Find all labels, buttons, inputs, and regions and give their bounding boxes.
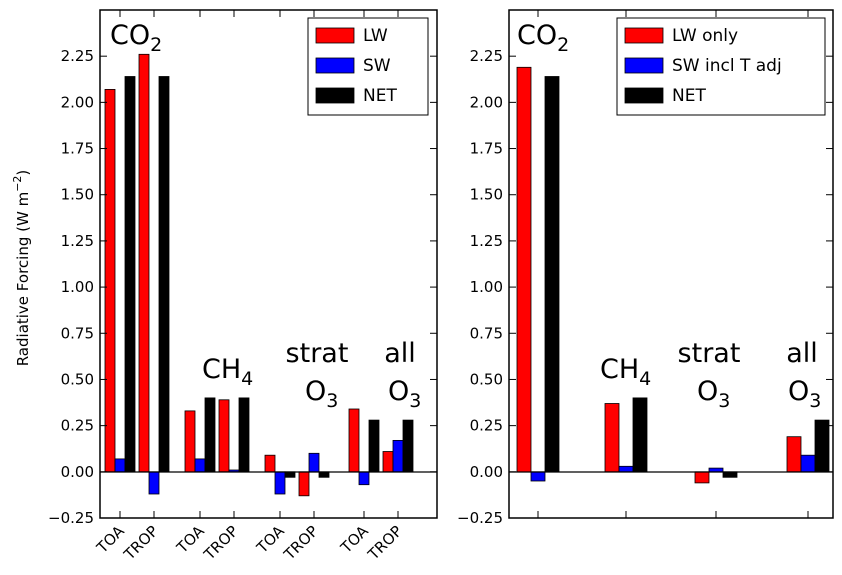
left-ytick-label-6: 1.25 xyxy=(61,232,94,250)
right-bar-lw-only-2 xyxy=(694,471,710,484)
left-bar-net-7 xyxy=(402,419,414,473)
right-panel: −0.25 0.00 0.25 0.50 0.75 1.00 1.25 1.50 1.75 2.0… xyxy=(457,9,834,527)
left-bar-net-3 xyxy=(238,397,250,473)
left-bar-sw-6 xyxy=(358,471,370,486)
right-annotation-all-o3: O3 xyxy=(788,376,821,412)
left-bar-net-0 xyxy=(124,76,136,473)
right-ytick-label-3: 0.50 xyxy=(470,370,503,388)
right-legend: LW only SW incl T adj NET xyxy=(616,17,826,116)
left-legend-label-net: NET xyxy=(363,86,397,106)
right-bar-sw-incl-t-adj-3 xyxy=(800,454,816,473)
left-annotation-co2: CO2 xyxy=(110,20,162,56)
right-ytick-label-8: 1.75 xyxy=(470,140,503,158)
left-ytick-label-10: 2.25 xyxy=(61,47,94,65)
left-y-ticks: −0.25 0.00 0.25 0.50 0.75 1.00 1.25 1.50 1.75 2.0… xyxy=(48,47,437,527)
left-ytick-label-0: −0.25 xyxy=(48,509,94,527)
left-annotation-all-o3: O3 xyxy=(388,376,421,412)
right-ytick-label-7: 1.50 xyxy=(470,186,503,204)
left-legend-swatch-lw xyxy=(315,27,355,44)
left-ytick-label-2: 0.25 xyxy=(61,417,94,435)
left-bar-lw-1 xyxy=(138,53,150,473)
y-axis-label: Radiative Forcing (W m−2) xyxy=(11,170,32,367)
right-annotation-strat-o3: O3 xyxy=(697,376,730,412)
left-annotation-all: all xyxy=(384,338,416,369)
left-bar-lw-0 xyxy=(104,89,116,473)
right-ytick-label-9: 2.00 xyxy=(470,93,503,111)
left-bar-net-1 xyxy=(158,76,170,473)
left-ytick-label-3: 0.50 xyxy=(61,370,94,388)
left-ytick-label-8: 1.75 xyxy=(61,140,94,158)
right-legend-label-sw: SW incl T adj xyxy=(672,56,782,76)
right-annotation-all: all xyxy=(786,338,818,369)
right-frame xyxy=(508,9,834,519)
left-annotation-ch4: CH4 xyxy=(202,354,253,390)
left-bar-lw-7 xyxy=(382,451,394,473)
left-bar-sw-0 xyxy=(114,458,126,473)
right-ytick-label-10: 2.25 xyxy=(470,47,503,65)
right-legend-swatch-net xyxy=(624,87,664,104)
left-ytick-label-9: 2.00 xyxy=(61,93,94,111)
left-bar-sw-1 xyxy=(148,471,160,495)
right-ytick-label-0: −0.25 xyxy=(457,509,503,527)
right-annotation-strat: strat xyxy=(678,338,741,369)
right-bar-lw-only-1 xyxy=(604,403,620,473)
right-y-ticks: −0.25 0.00 0.25 0.50 0.75 1.00 1.25 1.50 1.75 2.0… xyxy=(457,47,833,527)
left-legend-swatch-sw xyxy=(315,57,355,74)
left-ytick-label-4: 0.75 xyxy=(61,324,94,342)
right-legend-label-lw: LW only xyxy=(672,26,738,46)
left-ytick-label-5: 1.00 xyxy=(61,278,94,296)
right-x-ticks xyxy=(537,10,809,518)
right-legend-swatch-sw xyxy=(624,57,664,74)
left-annotation-strat-o3: O3 xyxy=(305,376,338,412)
right-annotation-ch4: CH4 xyxy=(600,354,651,390)
left-bar-lw-2 xyxy=(184,410,196,473)
left-annotation-strat: strat xyxy=(286,338,349,369)
right-ytick-label-6: 1.25 xyxy=(470,232,503,250)
right-bar-lw-only-0 xyxy=(516,66,532,473)
left-bar-net-2 xyxy=(204,397,216,473)
left-ytick-label-1: 0.00 xyxy=(61,463,94,481)
right-ytick-label-4: 0.75 xyxy=(470,324,503,342)
left-bar-net-5 xyxy=(318,471,330,478)
left-legend-label-sw: SW xyxy=(363,56,391,76)
left-bar-lw-6 xyxy=(348,408,360,473)
left-legend-label-lw: LW xyxy=(363,26,388,46)
right-annotation-co2: CO2 xyxy=(517,20,569,56)
left-bar-sw-5 xyxy=(308,452,320,473)
left-bar-lw-4 xyxy=(264,454,276,473)
left-bar-lw-3 xyxy=(218,399,230,473)
left-legend-swatch-net xyxy=(315,87,355,104)
left-bar-sw-4 xyxy=(274,471,286,495)
right-legend-label-net: NET xyxy=(672,86,706,106)
right-bar-net-0 xyxy=(544,76,560,473)
left-bar-lw-5 xyxy=(298,471,310,497)
right-ytick-label-5: 1.00 xyxy=(470,278,503,296)
right-ytick-label-2: 0.25 xyxy=(470,417,503,435)
right-bar-sw-incl-t-adj-2 xyxy=(708,467,724,473)
left-ytick-label-7: 1.50 xyxy=(61,186,94,204)
right-bar-net-1 xyxy=(632,397,648,473)
left-bar-net-6 xyxy=(368,419,380,473)
left-panel: −0.25 0.00 0.25 0.50 0.75 1.00 1.25 1.50 1.75 2.0… xyxy=(48,9,438,564)
left-frame xyxy=(99,9,438,519)
left-bar-sw-2 xyxy=(194,458,206,473)
left-legend: LW SW NET xyxy=(307,17,429,116)
right-bar-sw-incl-t-adj-0 xyxy=(530,471,546,482)
right-bar-net-2 xyxy=(722,471,738,478)
right-legend-swatch-lw xyxy=(624,27,664,44)
right-bar-net-3 xyxy=(814,419,830,473)
left-bar-sw-7 xyxy=(392,439,404,473)
left-bar-net-4 xyxy=(284,471,296,478)
right-bar-lw-only-3 xyxy=(786,436,802,473)
right-bar-sw-incl-t-adj-1 xyxy=(618,465,634,473)
right-ytick-label-1: 0.00 xyxy=(470,463,503,481)
